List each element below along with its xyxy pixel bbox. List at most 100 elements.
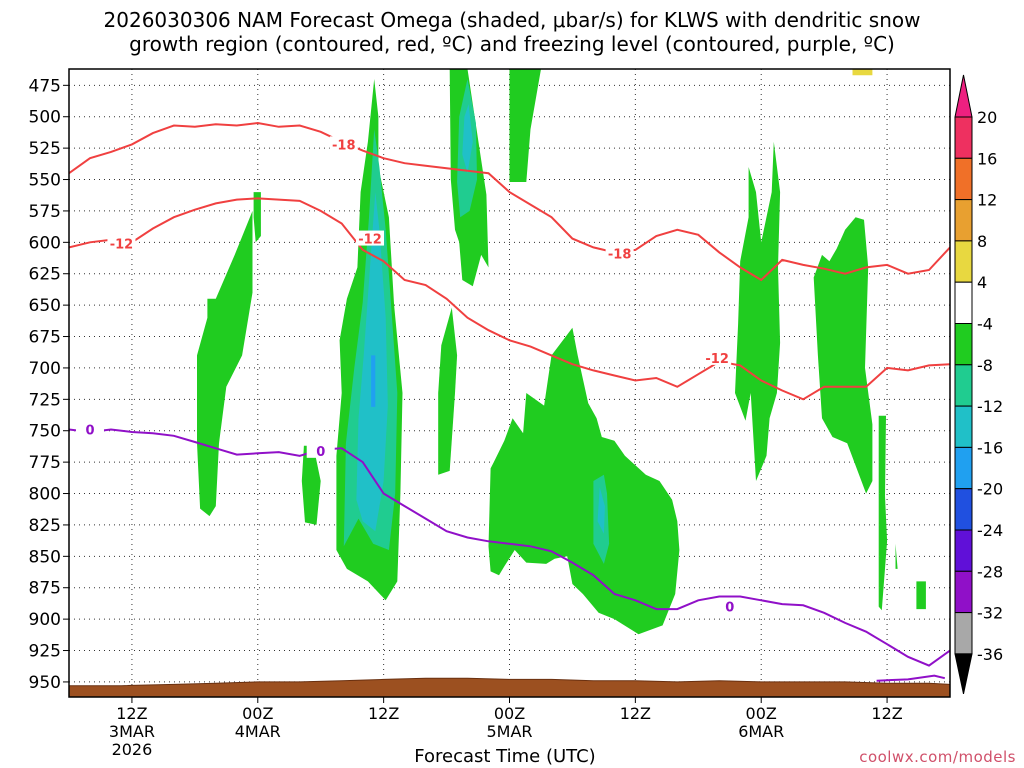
omega-region [509, 69, 541, 182]
contour-label: 0 [85, 423, 94, 438]
omega-shading [197, 69, 926, 635]
colorbar-label: -28 [977, 562, 1003, 581]
ground-terrain [69, 677, 950, 697]
y-tick-label: 550 [29, 171, 61, 191]
omega-region [462, 104, 473, 174]
x-tick-label: 00Z [494, 704, 525, 723]
x-axis-title: Forecast Time (UTC) [414, 746, 596, 767]
contour-line [876, 674, 946, 682]
x-tick-label: 12Z [871, 704, 902, 723]
colorbar-swatch [954, 281, 973, 325]
x-tick-label: 00Z [242, 704, 273, 723]
y-tick-label: 625 [29, 265, 61, 285]
y-tick-label: 500 [29, 108, 61, 128]
y-tick-label: 725 [29, 390, 61, 410]
y-tick-label: 575 [29, 202, 61, 222]
contours: -18 -18 -12 -12 -12 0 0 0 [69, 121, 950, 682]
y-tick-label: 950 [29, 673, 61, 693]
contour-line [69, 121, 950, 282]
x-tick-label: 2026 [112, 740, 153, 759]
x-tick-label: 00Z [746, 704, 777, 723]
contour-label: -12 [110, 238, 134, 253]
omega-region [916, 581, 926, 610]
contour-label: 0 [316, 445, 325, 460]
colorbar-label: 8 [977, 232, 987, 251]
x-tick-label: 5MAR [486, 722, 532, 741]
omega-region [253, 192, 261, 243]
contour-label-bg [703, 349, 732, 365]
colorbar-swatch [954, 323, 973, 366]
colorbar-swatch [954, 612, 973, 655]
contour-label: -18 [332, 138, 356, 153]
contour-label: -18 [608, 248, 632, 263]
y-tick-label: 700 [29, 359, 61, 379]
contour-label-bg [107, 235, 136, 251]
contour-label-bg [605, 245, 634, 261]
x-tick-label: 6MAR [738, 722, 784, 741]
x-tick-label: 12Z [620, 704, 651, 723]
colorbar-label: 12 [977, 191, 997, 210]
colorbar-swatch [954, 570, 973, 614]
y-tick-label: 900 [29, 610, 61, 630]
contour-line [69, 197, 950, 401]
colorbar-label: 16 [977, 149, 997, 168]
omega-region [895, 543, 898, 569]
colorbar-top-arrow [954, 74, 973, 118]
chart-title-line2: growth region (contoured, red, ºC) and f… [129, 32, 895, 56]
x-tick-label: 12Z [116, 704, 147, 723]
omega-region [197, 210, 253, 517]
colorbar-swatch [954, 446, 973, 490]
y-tick-label: 525 [29, 139, 61, 159]
colorbar-label: -8 [977, 356, 993, 375]
omega-region [852, 69, 873, 76]
contour-label-bg [715, 598, 744, 614]
y-axis: 475 500 525 550 575 600 625 650 675 700 725 750 775 8… [29, 76, 69, 693]
contour-label: 0 [725, 601, 734, 616]
colorbar-swatch [954, 199, 973, 242]
colorbar-label: -20 [977, 480, 1003, 499]
y-tick-label: 475 [29, 76, 61, 96]
omega-region [371, 355, 376, 407]
colorbar-label: -36 [977, 645, 1003, 664]
colorbar-label: -16 [977, 438, 1003, 457]
colorbar-label: -12 [977, 397, 1003, 416]
colorbar-swatch [954, 240, 973, 283]
colorbar-swatch [954, 529, 973, 572]
colorbar-swatch [954, 116, 973, 159]
omega-region [438, 307, 458, 475]
x-tick-label: 12Z [368, 704, 399, 723]
omega-region [301, 445, 321, 525]
contour-label: -12 [358, 233, 382, 248]
colorbar-label: -32 [977, 604, 1003, 623]
y-tick-label: 675 [29, 328, 61, 348]
chart-title: 2026030306 NAM Forecast Omega (shaded, μ… [0, 8, 1024, 56]
contour-label-bg [356, 230, 385, 246]
omega-region [735, 141, 781, 482]
y-tick-label: 925 [29, 642, 61, 662]
colorbar-swatch [954, 157, 973, 201]
chart-title-line1: 2026030306 NAM Forecast Omega (shaded, μ… [103, 8, 921, 32]
colorbar-label: -24 [977, 521, 1003, 540]
y-tick-label: 800 [29, 485, 61, 505]
x-tick-label: 4MAR [235, 722, 281, 741]
y-tick-label: 875 [29, 579, 61, 599]
y-tick-label: 825 [29, 516, 61, 536]
omega-region [878, 415, 888, 611]
contour-label-bg [306, 442, 335, 458]
colorbar-swatch [954, 364, 973, 407]
colorbar-label: 4 [977, 273, 987, 292]
contour-label: -12 [705, 352, 729, 367]
colorbar-bottom-arrow [954, 653, 973, 695]
credit-text: coolwx.com/models [859, 748, 1016, 766]
ground-terrain-fill [69, 677, 950, 697]
contour-label-bg [329, 136, 358, 152]
omega-region [488, 327, 680, 635]
colorbar-swatch [954, 488, 973, 531]
contour-label-bg [75, 421, 104, 437]
omega-region [813, 217, 873, 494]
y-tick-label: 775 [29, 453, 61, 473]
colorbar-swatch [954, 405, 973, 448]
y-tick-label: 650 [29, 296, 61, 316]
